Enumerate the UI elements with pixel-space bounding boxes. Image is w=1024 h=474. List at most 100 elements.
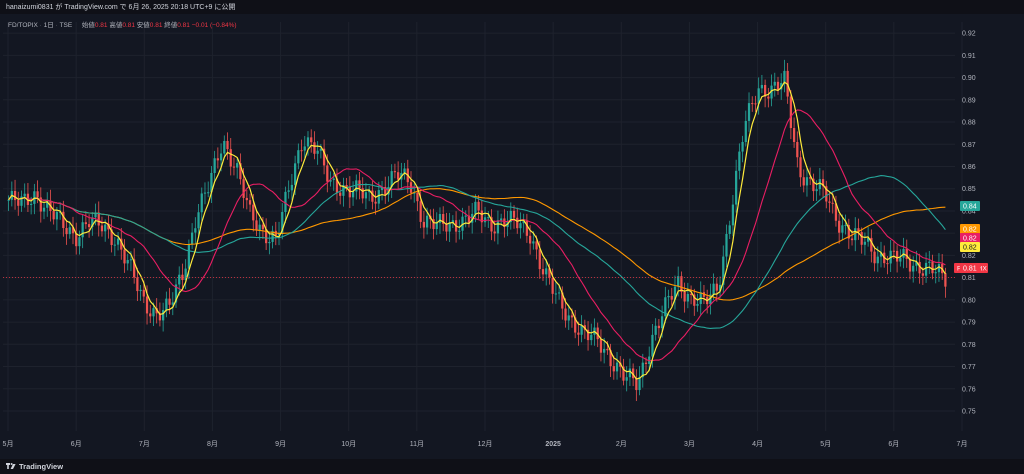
candle-body xyxy=(113,244,116,246)
candle-body xyxy=(677,276,680,287)
candle-body xyxy=(532,241,535,244)
price-chart[interactable]: 0.920.910.900.890.880.870.860.850.840.83… xyxy=(0,14,1024,459)
candle xyxy=(657,319,661,339)
chart-pane[interactable]: 0.920.910.900.890.880.870.860.850.840.83… xyxy=(0,14,1024,459)
candle xyxy=(670,287,673,306)
candle xyxy=(532,231,535,250)
candle xyxy=(590,323,593,346)
ma-orange-line xyxy=(8,188,946,301)
candle xyxy=(306,131,310,156)
price-axis: 0.920.910.900.890.880.870.860.850.840.83… xyxy=(962,31,976,416)
candle-body xyxy=(216,158,219,161)
candle-body xyxy=(689,293,693,295)
candle-body xyxy=(39,197,42,212)
candle xyxy=(374,190,377,215)
candle-body xyxy=(760,84,764,89)
candle-body xyxy=(438,214,442,223)
candle xyxy=(805,166,809,197)
time-tick-label: 3月 xyxy=(684,440,695,448)
price-tick-label: 0.77 xyxy=(962,364,976,371)
candle-body xyxy=(545,268,548,275)
candle-body xyxy=(738,151,741,171)
candle xyxy=(448,212,451,243)
candle-body xyxy=(599,339,603,353)
candle-body xyxy=(854,228,857,241)
candle xyxy=(52,201,55,225)
candle-body xyxy=(20,196,23,206)
candle-body xyxy=(65,228,68,235)
legend-interval[interactable]: 1日 xyxy=(43,22,54,29)
candle xyxy=(828,191,831,213)
candle-body xyxy=(223,140,226,154)
candle xyxy=(686,282,689,309)
candle xyxy=(574,310,577,339)
price-tick-label: 0.82 xyxy=(962,253,976,260)
candle-body xyxy=(792,128,796,142)
candle xyxy=(654,318,657,341)
candle-body xyxy=(799,157,802,178)
candle-body xyxy=(857,228,860,233)
legend-exchange: TSE xyxy=(59,22,73,29)
candle-body xyxy=(245,197,248,201)
time-tick-label: 6月 xyxy=(71,440,82,448)
candle xyxy=(190,223,194,250)
candle-body xyxy=(712,283,715,295)
candle xyxy=(409,171,413,200)
candle-body xyxy=(924,262,928,276)
candle xyxy=(100,216,104,237)
candle xyxy=(258,218,261,241)
candle xyxy=(123,239,126,273)
candle-body xyxy=(168,298,171,305)
candle xyxy=(216,147,219,169)
candle-body xyxy=(564,308,567,321)
candle-body xyxy=(461,216,464,231)
candle xyxy=(715,277,718,302)
candle-body xyxy=(747,103,751,121)
candle-body xyxy=(384,186,387,195)
candle xyxy=(384,176,387,204)
candle-body xyxy=(107,224,110,230)
candle-body xyxy=(242,179,245,198)
candle xyxy=(512,205,516,229)
candle-body xyxy=(606,348,609,351)
candle-body xyxy=(290,184,294,191)
candle-body xyxy=(451,220,454,223)
time-tick-label: 12月 xyxy=(478,440,493,448)
candle-body xyxy=(483,217,487,223)
legend-sep: · xyxy=(55,22,60,29)
candle-body xyxy=(528,235,532,244)
candle-body xyxy=(17,200,20,206)
candle-body xyxy=(580,325,583,335)
candle-body xyxy=(207,192,210,194)
candle-body xyxy=(345,185,348,187)
candle xyxy=(918,253,921,284)
candle xyxy=(78,230,81,255)
candle-body xyxy=(30,203,33,205)
candle-body xyxy=(654,325,657,335)
candle xyxy=(551,268,554,304)
tradingview-logo-icon[interactable] xyxy=(6,461,16,471)
candle-body xyxy=(693,294,696,306)
candle-body xyxy=(477,201,480,211)
price-label-text: 0.82 xyxy=(963,236,977,243)
candle xyxy=(522,213,525,233)
candle xyxy=(178,266,181,296)
candle-body xyxy=(442,214,445,224)
candle-body xyxy=(435,222,438,230)
time-tick-label: 7月 xyxy=(139,440,150,448)
candle-body xyxy=(448,222,451,232)
candle xyxy=(796,131,799,168)
time-tick-label: 7月 xyxy=(957,440,968,448)
candle xyxy=(844,214,847,235)
price-label-text: 0.82 xyxy=(963,245,977,252)
candle xyxy=(68,220,71,239)
time-tick-label: 2月 xyxy=(616,440,627,448)
footer-brand[interactable]: TradingView xyxy=(19,462,64,471)
symbol-legend: FD/TOPIX · 1日 · TSE 始値0.81 高値0.81 安値0.81… xyxy=(8,19,237,29)
candle-body xyxy=(432,219,435,230)
candle-body xyxy=(165,298,168,311)
candle xyxy=(728,220,731,239)
legend-symbol[interactable]: FD/TOPIX xyxy=(8,22,38,29)
candle xyxy=(889,239,892,273)
candle xyxy=(873,245,876,272)
